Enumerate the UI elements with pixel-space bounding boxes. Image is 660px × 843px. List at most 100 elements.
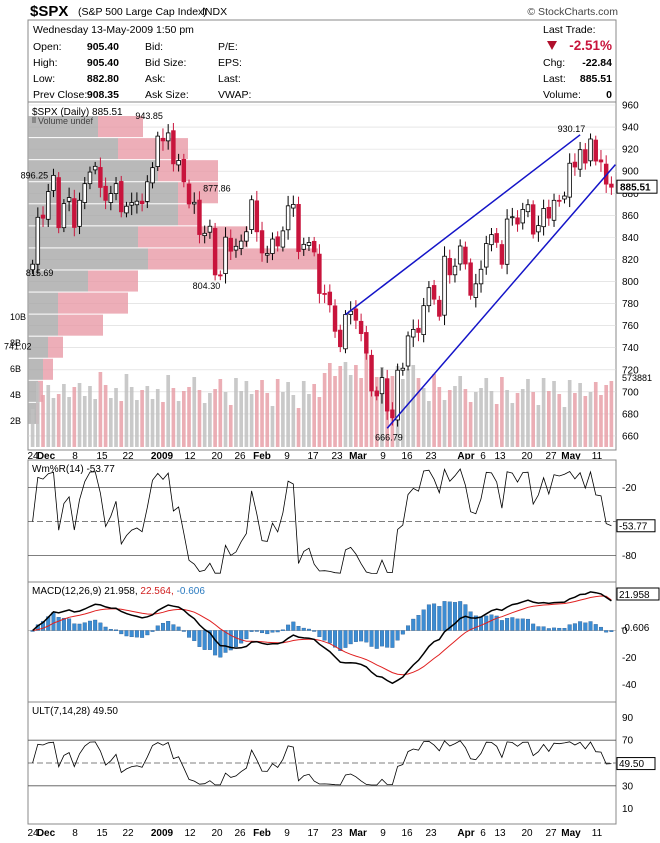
last-label: Last: <box>543 73 566 85</box>
volume-label: Volume: <box>543 89 581 101</box>
volume-bar <box>505 390 509 447</box>
date-label: 20 <box>211 828 223 839</box>
macd-histogram-bar <box>296 626 301 631</box>
macd-histogram-bar <box>489 614 494 631</box>
volume-bar <box>416 378 421 447</box>
candle-body <box>338 329 343 348</box>
macd-histogram-bar <box>505 618 510 631</box>
macd-histogram-bar <box>103 626 108 631</box>
macd-histogram-bar <box>458 601 463 631</box>
candle-body <box>207 225 213 233</box>
volume-bar <box>35 382 40 447</box>
macd-histogram-bar <box>51 612 56 631</box>
exchange: INDX <box>202 6 227 18</box>
date-label: 20 <box>211 451 223 462</box>
candle-body <box>343 314 348 350</box>
volume-bar <box>427 401 431 447</box>
volume-bar <box>218 379 223 447</box>
macd-histogram-bar <box>531 623 536 631</box>
price-annotation: 896.25 <box>21 170 49 180</box>
volume-tick-label: 2B <box>10 416 21 426</box>
ult-last-label: 49.50 <box>619 759 644 770</box>
date-label: 9 <box>284 451 290 462</box>
macd-histogram-bar <box>306 628 311 631</box>
macd-tick-label: -20 <box>622 653 637 664</box>
low-value: 882.80 <box>87 73 119 85</box>
brand: © StockCharts.com <box>527 6 618 18</box>
macd-histogram-bar <box>562 628 567 631</box>
volume-bar <box>171 388 176 447</box>
macd-histogram-bar <box>343 630 348 648</box>
macd-histogram-bar <box>187 630 192 638</box>
macd-line <box>32 591 612 685</box>
macd-histogram-bar <box>400 630 405 635</box>
macd-histogram-bar <box>228 630 233 651</box>
volume-bar <box>192 377 197 447</box>
change-pct: -2.51% <box>569 38 612 53</box>
volume-bar <box>437 387 442 447</box>
candle-body <box>61 203 67 229</box>
date-label: 27 <box>545 828 557 839</box>
macd-histogram-bar <box>442 601 447 631</box>
prev-close-label: Prev Close: <box>33 89 87 101</box>
candle-body <box>562 195 567 200</box>
volume-bar <box>520 389 525 447</box>
volume-bar <box>406 369 410 447</box>
candle-body <box>306 242 312 246</box>
volume-bar <box>500 377 504 447</box>
date-label: 12 <box>184 828 196 839</box>
last-price-box <box>616 179 658 194</box>
candle-body <box>593 139 598 162</box>
volume-bar <box>254 390 259 447</box>
date-label: 9 <box>380 828 386 839</box>
candle-body <box>223 236 228 274</box>
candle-body <box>150 167 155 184</box>
volume-bar <box>322 373 327 447</box>
macd-histogram-bar <box>291 621 296 631</box>
price-annotation: 741.02 <box>4 342 32 352</box>
macd-histogram-bar <box>98 622 103 631</box>
eps-label: EPS: <box>218 57 242 69</box>
candle-body <box>176 160 181 166</box>
macd-histogram-bar <box>333 630 338 648</box>
ult-title: ULT(7,14,28) 49.50 <box>32 706 118 717</box>
date-label: Mar <box>349 828 367 839</box>
candle-body <box>588 138 593 162</box>
open-value: 905.40 <box>87 41 119 53</box>
candle-body <box>530 204 536 235</box>
macd-histogram-bar <box>77 623 82 631</box>
macd-histogram-bar <box>124 630 129 637</box>
candle-body <box>536 225 541 233</box>
price-tick-label: 740 <box>622 343 639 354</box>
macd-hist-last-label: -0.606 <box>621 623 650 634</box>
last-value: 885.51 <box>580 73 612 85</box>
macd-histogram-bar <box>557 627 562 631</box>
candle-body <box>504 218 510 265</box>
macd-histogram-bar <box>223 630 228 653</box>
price-annotation: 815.69 <box>26 268 54 278</box>
volume-bar <box>275 379 280 447</box>
macd-histogram-bar <box>322 630 327 641</box>
volume-bar <box>77 383 82 447</box>
price-tick-label: 680 <box>622 409 639 420</box>
macd-histogram-bar <box>327 630 332 644</box>
volume-bar <box>359 378 363 447</box>
macd-histogram-bar <box>494 615 499 631</box>
header-box <box>27 19 617 103</box>
macd-histogram-bar <box>593 624 598 631</box>
date-label: 24 <box>27 828 39 839</box>
candle-body <box>171 130 176 165</box>
candle-body <box>452 265 458 276</box>
candle-body <box>520 209 525 224</box>
volume-by-price-bar <box>118 138 188 160</box>
candle-body <box>384 378 390 412</box>
price-tick-label: 800 <box>622 277 639 288</box>
candle-body <box>546 206 552 219</box>
macd-histogram-bar <box>150 630 155 632</box>
candle-body <box>364 332 369 354</box>
volume-bar <box>473 392 478 447</box>
volume-bar <box>234 378 238 447</box>
candle-body <box>567 162 572 198</box>
price-tick-label: 820 <box>622 255 639 266</box>
volume-bar <box>484 378 489 447</box>
